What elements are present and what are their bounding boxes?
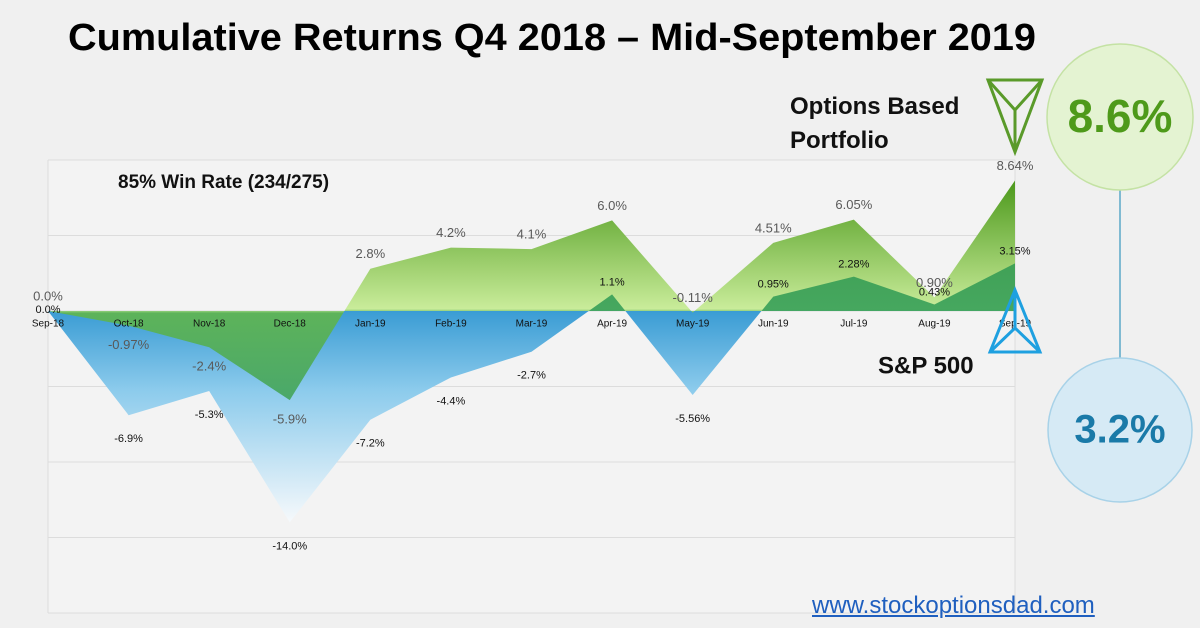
sp500-value-label: -2.7% bbox=[517, 370, 546, 382]
portfolio-value-label: 4.1% bbox=[517, 227, 547, 242]
x-tick-label: Aug-19 bbox=[918, 319, 951, 330]
portfolio-value-label: 6.0% bbox=[597, 198, 627, 213]
portfolio-value-label: 8.64% bbox=[997, 158, 1034, 173]
x-tick-label: Sep-18 bbox=[32, 319, 65, 330]
sp500-value-label: 0.43% bbox=[919, 286, 950, 298]
x-tick-label: Dec-18 bbox=[274, 319, 307, 330]
portfolio-legend: Options Based Portfolio bbox=[790, 93, 960, 154]
portfolio-value-label: -0.97% bbox=[108, 337, 150, 352]
x-tick-label: Jul-19 bbox=[840, 319, 868, 330]
sp-legend: S&P 500 bbox=[878, 352, 974, 379]
win-rate: 85% Win Rate (234/275) bbox=[118, 172, 329, 193]
sp500-value-label: -7.2% bbox=[356, 438, 385, 450]
x-tick-label: Nov-18 bbox=[193, 319, 226, 330]
portfolio-value-label: 2.8% bbox=[356, 246, 386, 261]
sp500-value-label: -4.4% bbox=[437, 395, 466, 407]
portfolio-area bbox=[48, 180, 1015, 401]
portfolio-value-label: 0.0% bbox=[33, 288, 63, 303]
portfolio-total: 8.6% bbox=[1068, 90, 1173, 142]
portfolio-value-label: 6.05% bbox=[835, 197, 872, 212]
x-tick-label: Apr-19 bbox=[597, 319, 627, 330]
sp-icon bbox=[987, 285, 1043, 354]
sp500-value-label: -6.9% bbox=[114, 433, 143, 445]
portfolio-value-label: -0.11% bbox=[673, 290, 714, 305]
portfolio-value-label: 4.51% bbox=[755, 220, 792, 235]
portfolio-value-label: 0.90% bbox=[916, 275, 953, 290]
sp500-value-label: 0.0% bbox=[35, 304, 60, 316]
x-tick-label: May-19 bbox=[676, 319, 710, 330]
sp500-value-label: 3.15% bbox=[999, 245, 1030, 257]
sp500-value-label: -5.3% bbox=[195, 409, 224, 421]
sp500-value-label: -14.0% bbox=[272, 540, 307, 552]
x-tick-label: Jan-19 bbox=[355, 319, 386, 330]
portfolio-value-label: -2.4% bbox=[192, 359, 226, 374]
sp-circle bbox=[1047, 357, 1193, 503]
chart-title: Cumulative Returns Q4 2018 – Mid-Septemb… bbox=[68, 17, 1036, 59]
areas bbox=[48, 180, 1015, 523]
sp500-value-label: 0.95% bbox=[758, 279, 789, 291]
sp500-value-label: 2.28% bbox=[838, 258, 869, 270]
portfolio-circle bbox=[1046, 43, 1194, 191]
sp500-value-label: -5.56% bbox=[675, 413, 710, 425]
x-tick-label: Jun-19 bbox=[758, 319, 789, 330]
sp500-value-label: 1.1% bbox=[600, 276, 625, 288]
x-tick-label: Mar-19 bbox=[516, 319, 548, 330]
portfolio-icon bbox=[985, 78, 1045, 157]
portfolio-value-label: -5.9% bbox=[273, 412, 307, 427]
x-tick-label: Feb-19 bbox=[435, 319, 467, 330]
x-tick-label: Oct-18 bbox=[114, 319, 144, 330]
portfolio-value-label: 4.2% bbox=[436, 225, 466, 240]
sp-total: 3.2% bbox=[1074, 408, 1165, 452]
website-link[interactable]: www.stockoptionsdad.com bbox=[812, 592, 1095, 619]
